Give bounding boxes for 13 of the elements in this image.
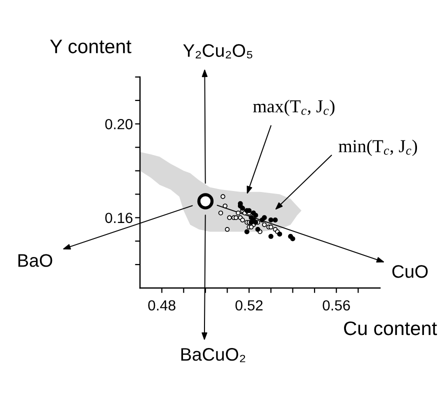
y-tick-label: 0.16 [105,212,132,224]
text: BaO [18,254,52,267]
x-tick-label: 0.48 [148,300,176,311]
annotation: min(T$_{c}$, J$_{c}$) [338,140,418,156]
x-tick-label: 0.52 [235,300,263,311]
x-axis-title: Cu content [344,321,437,336]
y-axis-title: Y content [50,40,132,54]
text: CuO [392,265,428,278]
text: Y₂Cu₂O₅ [183,44,252,58]
x-tick-label: 0.56 [322,300,350,311]
text: BaCuO₂ [181,348,246,362]
annotation: max(T$_{c}$, J$_{c}$) [253,100,334,116]
y-tick-label: 0.20 [105,118,132,130]
